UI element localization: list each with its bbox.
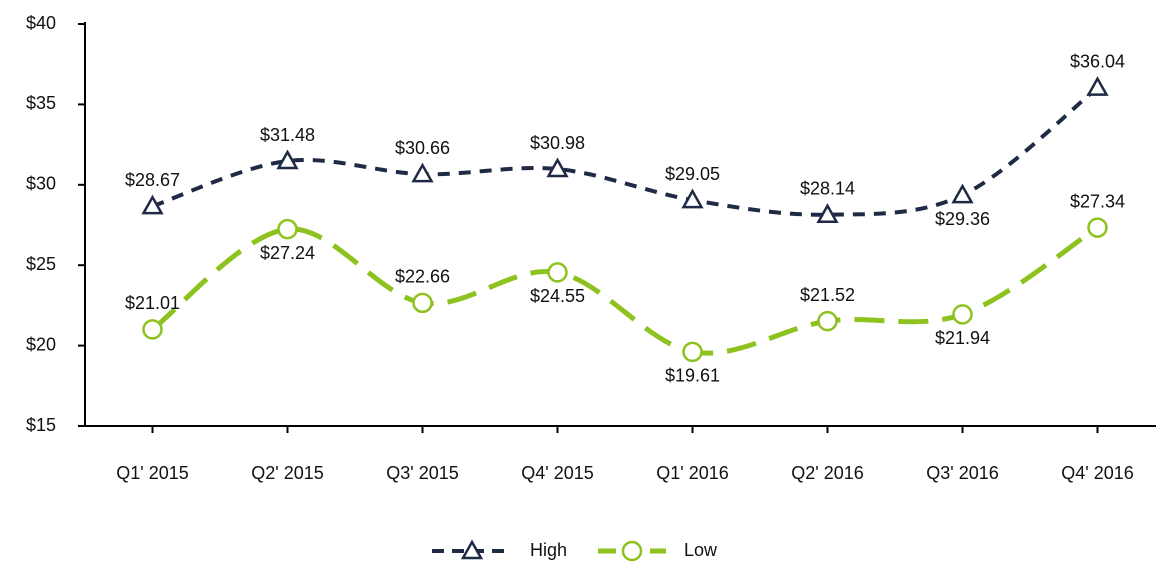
marker — [1086, 76, 1109, 96]
data-label: $28.67 — [125, 170, 180, 190]
marker — [682, 341, 703, 363]
y-tick-label: $35 — [26, 93, 56, 113]
marker — [546, 157, 569, 178]
data-label: $29.36 — [935, 209, 990, 229]
marker — [547, 262, 568, 283]
x-tick-label: Q3' 2016 — [926, 463, 999, 483]
y-tick-label: $15 — [26, 415, 56, 435]
data-label: $36.04 — [1070, 51, 1125, 71]
data-label: $27.34 — [1070, 191, 1125, 211]
x-tick-label: Q3' 2015 — [386, 463, 459, 483]
data-label: $19.61 — [665, 366, 720, 386]
marker — [276, 149, 299, 170]
marker — [277, 218, 298, 240]
marker — [816, 203, 839, 223]
data-label: $31.48 — [260, 125, 315, 145]
x-tick-label: Q2' 2016 — [791, 463, 864, 483]
data-label: $30.66 — [395, 138, 450, 158]
data-label: $24.55 — [530, 286, 585, 306]
legend-label: Low — [684, 540, 718, 560]
data-label: $29.05 — [665, 164, 720, 184]
x-tick-label: Q4' 2016 — [1061, 463, 1134, 483]
y-tick-label: $30 — [26, 174, 56, 194]
marker — [142, 319, 163, 340]
x-tick-label: Q1' 2015 — [116, 463, 189, 483]
x-tick-label: Q2' 2015 — [251, 463, 324, 483]
marker — [817, 310, 838, 332]
x-tick-label: Q4' 2015 — [521, 463, 594, 483]
legend-marker — [621, 540, 643, 562]
data-label: $21.01 — [125, 293, 180, 313]
marker — [141, 194, 164, 215]
y-tick-label: $40 — [26, 13, 56, 33]
data-label: $21.94 — [935, 328, 990, 348]
x-tick-label: Q1' 2016 — [656, 463, 729, 483]
marker — [952, 304, 973, 325]
marker — [1087, 217, 1108, 238]
marker — [412, 292, 433, 314]
marker — [411, 162, 434, 183]
data-label: $30.98 — [530, 133, 585, 153]
legend-label: High — [530, 540, 567, 560]
y-tick-label: $20 — [26, 334, 56, 354]
data-label: $21.52 — [800, 285, 855, 305]
y-tick-label: $25 — [26, 254, 56, 274]
marker — [681, 188, 704, 209]
data-label: $27.24 — [260, 243, 315, 263]
legend-marker — [460, 539, 484, 560]
marker — [951, 183, 974, 204]
data-label: $22.66 — [395, 267, 450, 287]
data-label: $28.14 — [800, 178, 855, 198]
